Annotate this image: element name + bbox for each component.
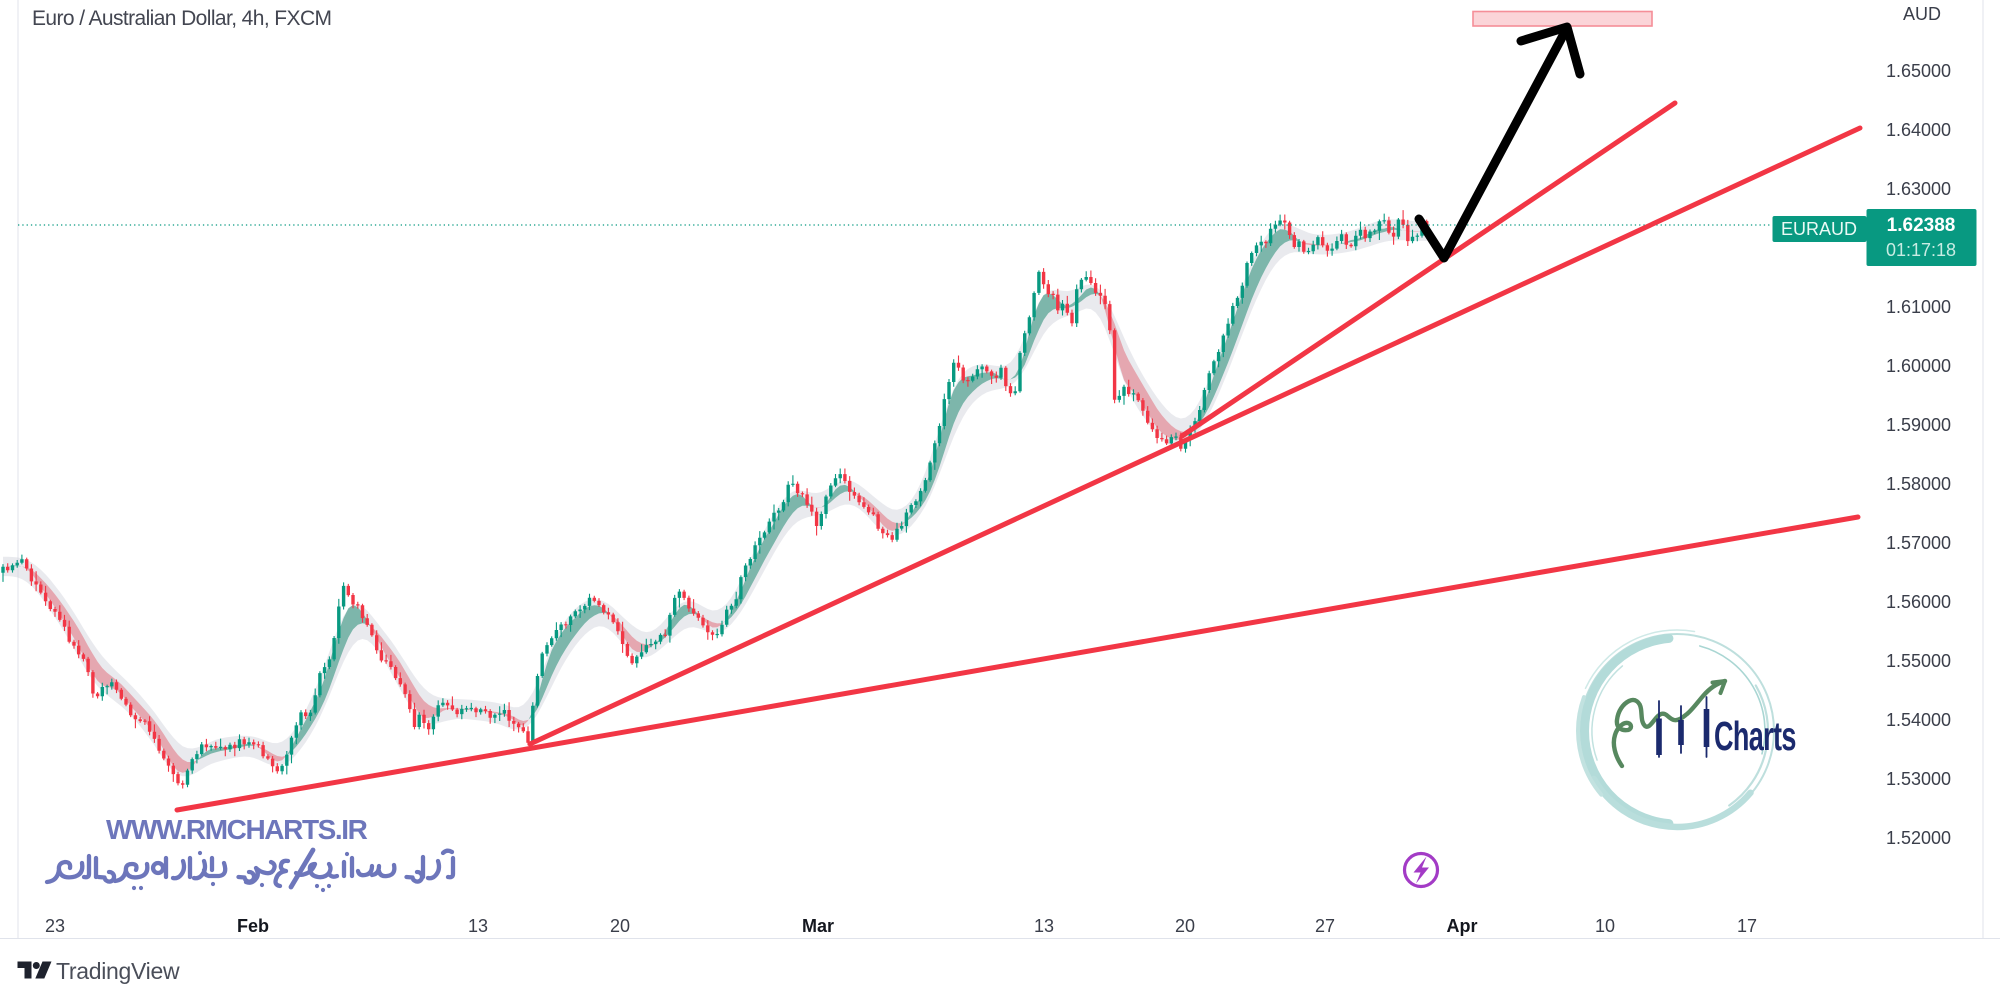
svg-text:01:17:18: 01:17:18	[1886, 240, 1956, 260]
svg-text:Mar: Mar	[802, 916, 834, 936]
svg-text:1.53000: 1.53000	[1886, 769, 1951, 789]
svg-text:23: 23	[45, 916, 65, 936]
svg-text:Feb: Feb	[237, 916, 269, 936]
svg-text:1.57000: 1.57000	[1886, 533, 1951, 553]
svg-text:1.62388: 1.62388	[1887, 215, 1956, 236]
svg-text:1.55000: 1.55000	[1886, 651, 1951, 671]
svg-text:1.63000: 1.63000	[1886, 179, 1951, 199]
svg-text:13: 13	[468, 916, 488, 936]
svg-text:1.54000: 1.54000	[1886, 710, 1951, 730]
svg-text:1.56000: 1.56000	[1886, 592, 1951, 612]
svg-text:1.60000: 1.60000	[1886, 356, 1951, 376]
svg-text:27: 27	[1315, 916, 1335, 936]
svg-text:20: 20	[610, 916, 630, 936]
svg-text:13: 13	[1034, 916, 1054, 936]
svg-text:WWW.RMCHARTS.IR: WWW.RMCHARTS.IR	[106, 814, 368, 845]
svg-text:TradingView: TradingView	[56, 958, 180, 984]
svg-text:Charts: Charts	[1714, 715, 1796, 760]
svg-text:EURAUD: EURAUD	[1781, 219, 1857, 239]
svg-text:17: 17	[1737, 916, 1757, 936]
svg-text:Euro / Australian Dollar, 4h,: Euro / Australian Dollar, 4h, FXCM	[32, 7, 331, 30]
svg-text:AUD: AUD	[1903, 4, 1941, 24]
svg-text:20: 20	[1175, 916, 1195, 936]
svg-text:1.61000: 1.61000	[1886, 297, 1951, 317]
svg-text:1.65000: 1.65000	[1886, 61, 1951, 81]
svg-text:1.58000: 1.58000	[1886, 474, 1951, 494]
svg-text:1.59000: 1.59000	[1886, 415, 1951, 435]
svg-text:10: 10	[1595, 916, 1615, 936]
svg-text:1.64000: 1.64000	[1886, 120, 1951, 140]
svg-text:Apr: Apr	[1447, 916, 1478, 936]
svg-text:1.52000: 1.52000	[1886, 828, 1951, 848]
